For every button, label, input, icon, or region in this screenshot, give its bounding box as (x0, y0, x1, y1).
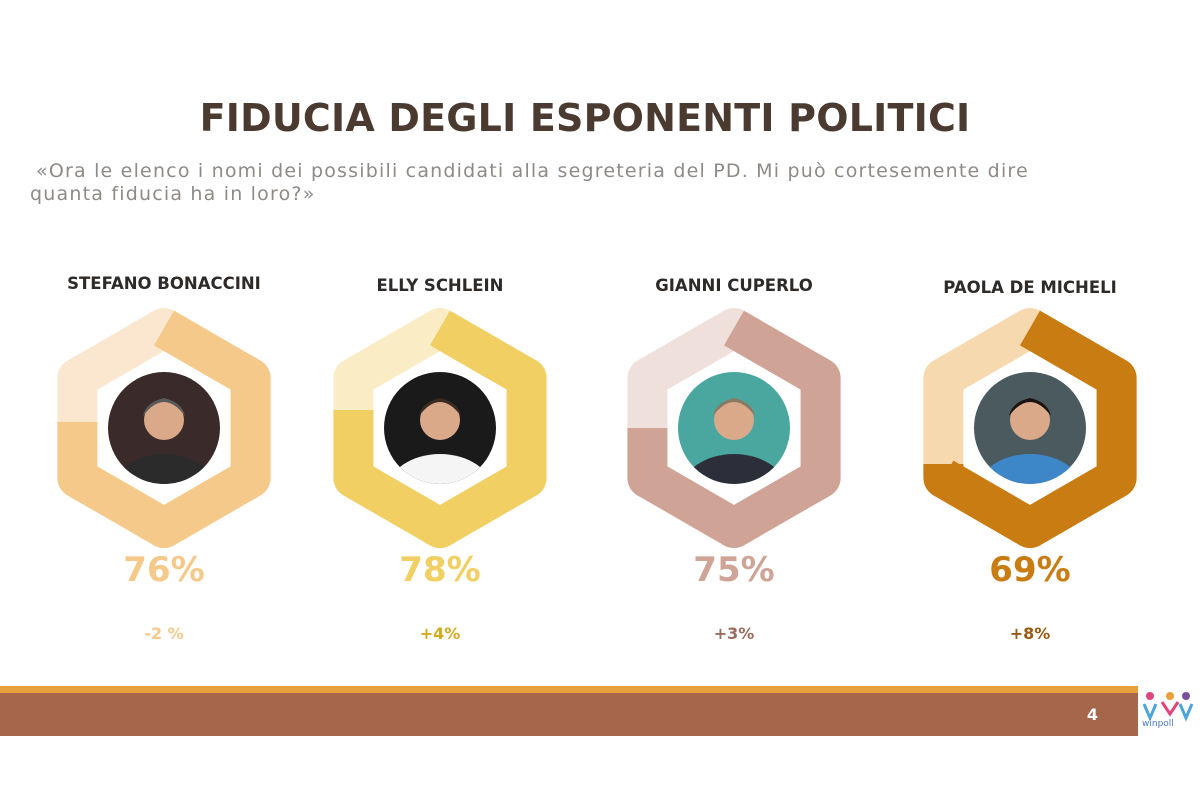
candidate-name: GIANNI CUPERLO (655, 276, 813, 295)
donut-value-segment (57, 308, 271, 548)
candidate-name: PAOLA DE MICHELI (943, 278, 1117, 297)
donut-value-segment (627, 308, 841, 548)
trust-percentage: 76% (123, 550, 205, 590)
candidate-card: GIANNI CUPERLO 75% +3% (604, 0, 864, 660)
candidate-card: ELLY SCHLEIN 78% +4% (310, 0, 570, 660)
trust-donut (57, 308, 271, 548)
question-line-1: «Ora le elenco i nomi dei possibili cand… (36, 160, 1029, 182)
footer-accent-stripe (0, 686, 1138, 693)
svg-text:winpoll: winpoll (1142, 719, 1174, 728)
person-photo-bonaccini (108, 372, 220, 484)
person-photo-cuperlo (678, 372, 790, 484)
footer-bar: 4 (0, 693, 1138, 736)
winpoll-logo: winpoll (1142, 692, 1194, 728)
trust-change: -2 % (144, 624, 184, 643)
trust-donut (333, 308, 547, 548)
person-photo-demicheli (974, 372, 1086, 484)
trust-donut (923, 308, 1137, 548)
donut-value-segment (333, 308, 547, 548)
trust-percentage: 75% (693, 550, 775, 590)
page-number: 4 (1086, 705, 1098, 724)
person-photo-schlein (384, 372, 496, 484)
candidate-name: ELLY SCHLEIN (376, 276, 504, 295)
trust-change: +3% (713, 624, 755, 643)
question-line-2: quanta fiducia ha in loro?» (30, 183, 316, 205)
question-text: «Ora le elenco i nomi dei possibili cand… (30, 160, 1150, 206)
trust-change: +4% (419, 624, 461, 643)
trust-percentage: 78% (399, 550, 481, 590)
trust-percentage: 69% (989, 550, 1071, 590)
candidate-name: STEFANO BONACCINI (67, 274, 261, 293)
donut-value-segment (923, 308, 1137, 548)
trust-change: +8% (1009, 624, 1051, 643)
trust-donut (627, 308, 841, 548)
candidate-card: STEFANO BONACCINI 76% -2 % (34, 0, 294, 660)
candidate-card: PAOLA DE MICHELI 69% +8% (900, 0, 1160, 660)
page-title: FIDUCIA DEGLI ESPONENTI POLITICI (199, 96, 971, 140)
